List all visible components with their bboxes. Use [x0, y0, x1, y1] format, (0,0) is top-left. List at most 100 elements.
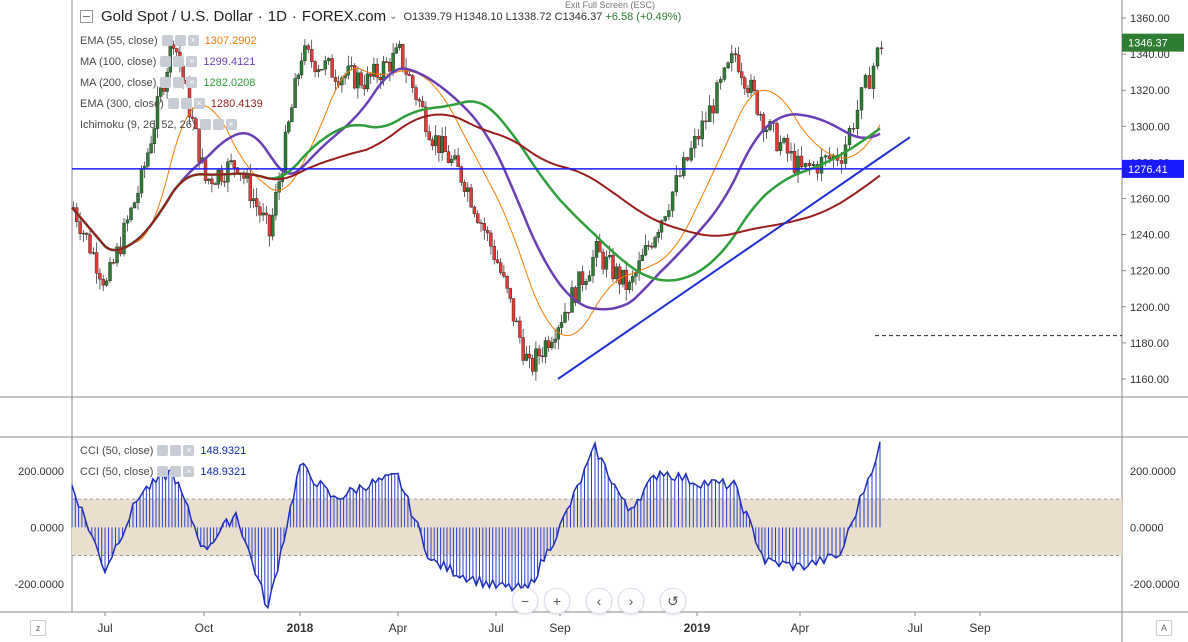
eye-icon[interactable]: [160, 77, 172, 88]
eye-icon[interactable]: [199, 119, 211, 130]
candle: [139, 168, 144, 194]
indicator-label[interactable]: MA (200, close): [80, 76, 157, 89]
candle: [537, 348, 541, 357]
close-icon[interactable]: ×: [193, 98, 205, 109]
candle: [290, 107, 294, 123]
eye-icon[interactable]: [157, 445, 169, 456]
candle: [594, 241, 599, 258]
candle: [104, 280, 109, 286]
candle: [550, 342, 554, 348]
scroll-left-button[interactable]: ‹: [586, 588, 612, 614]
candle: [149, 143, 153, 154]
candle: [663, 216, 667, 221]
close-icon[interactable]: ×: [225, 119, 237, 130]
candle: [775, 123, 779, 151]
auto-scale-button[interactable]: A: [1156, 620, 1172, 636]
candle: [251, 198, 256, 202]
collapse-icon[interactable]: [80, 10, 93, 23]
candle: [229, 160, 233, 162]
symbol-name[interactable]: Gold Spot / U.S. Dollar: [101, 8, 253, 25]
settings-icon[interactable]: [170, 445, 182, 456]
chevron-down-icon[interactable]: ⌄: [389, 11, 398, 22]
indicator-row: MA (100, close) × 1299.4121: [80, 51, 263, 72]
candle: [843, 144, 848, 164]
zoom-out-button[interactable]: −: [512, 588, 538, 614]
exit-fullscreen-hint[interactable]: Exit Full Screen (ESC): [565, 0, 656, 10]
settings-icon[interactable]: [180, 98, 192, 109]
candle: [446, 151, 451, 163]
candle: [489, 232, 493, 247]
candle: [462, 182, 467, 192]
cci-row: CCI (50, close) × 148.9321: [80, 461, 246, 482]
settings-icon[interactable]: [212, 119, 224, 130]
settings-icon[interactable]: [173, 56, 185, 67]
candle: [216, 169, 221, 185]
candle: [466, 187, 470, 192]
candle: [98, 273, 102, 280]
candle: [792, 151, 797, 173]
candle: [306, 45, 310, 50]
candle: [88, 234, 92, 254]
interval[interactable]: 1D: [267, 8, 287, 25]
scroll-right-button[interactable]: ›: [618, 588, 644, 614]
reset-chart-button[interactable]: ↺: [660, 588, 686, 614]
close-icon[interactable]: ×: [186, 77, 198, 88]
cci-value: 148.9321: [200, 465, 247, 478]
ohlc-readout: O1339.79 H1348.10 L1338.72 C1346.37 +6.5…: [403, 10, 682, 23]
settings-icon[interactable]: [173, 77, 185, 88]
close-icon[interactable]: ×: [183, 466, 195, 477]
cci-tick-label-left: 0.0000: [30, 522, 64, 534]
trendline[interactable]: [557, 136, 911, 380]
eye-icon[interactable]: [157, 466, 169, 477]
level-price-badge: [1122, 159, 1184, 178]
close-icon[interactable]: ×: [187, 35, 199, 46]
title-sep: ·: [257, 8, 263, 25]
candle: [521, 337, 525, 361]
candle: [394, 47, 398, 54]
candle: [627, 281, 632, 291]
candle: [267, 214, 272, 237]
indicator-label[interactable]: EMA (55, close): [80, 34, 158, 47]
indicator-label[interactable]: EMA (300, close): [80, 97, 164, 110]
eye-icon[interactable]: [161, 35, 173, 46]
eye-icon[interactable]: [160, 56, 172, 67]
close-icon[interactable]: ×: [183, 445, 195, 456]
candle: [81, 232, 86, 235]
candle: [333, 77, 338, 82]
indicator-label[interactable]: MA (100, close): [80, 55, 157, 68]
cci-label[interactable]: CCI (50, close): [80, 465, 154, 478]
indicator-label[interactable]: Ichimoku (9, 26, 52, 26): [80, 118, 196, 131]
close-icon[interactable]: ×: [186, 56, 198, 67]
candle: [242, 174, 246, 179]
candle: [296, 74, 300, 79]
cci-label[interactable]: CCI (50, close): [80, 444, 154, 457]
candle: [450, 158, 454, 163]
candle: [136, 192, 140, 203]
candle: [653, 237, 657, 248]
candle: [587, 275, 592, 282]
candle: [540, 355, 544, 358]
candle: [453, 155, 457, 160]
settings-icon[interactable]: [170, 466, 182, 477]
settings-icon[interactable]: [174, 35, 186, 46]
indicator-controls: ×: [199, 119, 237, 130]
candle: [427, 131, 431, 140]
last-price-badge: [1122, 33, 1184, 52]
eye-icon[interactable]: [167, 98, 179, 109]
candle: [871, 65, 876, 89]
candle: [482, 223, 486, 231]
candle: [746, 88, 750, 93]
indicator-value: 1307.2902: [204, 34, 257, 47]
price-tick-label: 1200.00: [1130, 302, 1170, 314]
candle: [515, 320, 519, 323]
candle: [411, 75, 415, 88]
timezone-button[interactable]: z: [30, 620, 46, 636]
candle: [385, 61, 389, 63]
cci-tick-label-right: 200.0000: [1130, 466, 1176, 478]
candle: [634, 272, 638, 277]
zoom-in-button[interactable]: +: [544, 588, 570, 614]
candle: [101, 278, 105, 286]
candle: [531, 357, 535, 372]
candle: [659, 220, 664, 233]
candle: [604, 256, 609, 270]
